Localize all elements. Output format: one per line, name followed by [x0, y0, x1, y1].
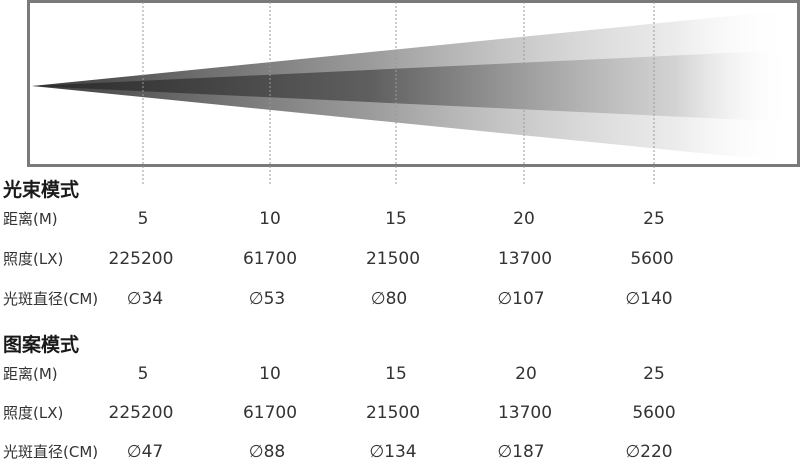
cell-spot-diameter: ∅80	[370, 289, 408, 309]
cell-distance: 15	[385, 209, 407, 229]
cell-illuminance: 225200	[108, 403, 174, 423]
cell-illuminance: 21500	[365, 249, 421, 269]
cell-illuminance: 61700	[242, 249, 298, 269]
cell-distance: 25	[643, 209, 665, 229]
row-label-distance: 距离(M)	[3, 365, 58, 383]
cell-spot-diameter: ∅140	[625, 289, 673, 309]
distance-markers	[142, 2, 655, 186]
cell-distance: 20	[515, 364, 537, 384]
section-title-beam: 光束模式	[3, 179, 80, 201]
row-label-spot-diameter: 光斑直径(CM)	[3, 443, 99, 461]
cell-spot-diameter: ∅47	[126, 442, 164, 462]
cell-illuminance: 13700	[497, 249, 553, 269]
cell-spot-diameter: ∅107	[497, 289, 545, 309]
cell-distance: 25	[643, 364, 665, 384]
cell-illuminance: 61700	[242, 403, 298, 423]
cell-spot-diameter: ∅34	[126, 289, 164, 309]
cell-distance: 15	[385, 364, 407, 384]
cell-illuminance: 13700	[497, 403, 553, 423]
row-label-distance: 距离(M)	[3, 210, 58, 228]
cell-spot-diameter: ∅53	[248, 289, 286, 309]
row-label-spot-diameter: 光斑直径(CM)	[3, 290, 99, 308]
cell-spot-diameter: ∅187	[497, 442, 545, 462]
cell-spot-diameter: ∅220	[625, 442, 673, 462]
cell-spot-diameter: ∅88	[248, 442, 286, 462]
cell-distance: 20	[513, 209, 535, 229]
cell-distance: 5	[137, 209, 149, 229]
row-label-illuminance: 照度(LX)	[3, 250, 64, 268]
section-title-pattern: 图案模式	[3, 334, 80, 356]
row-label-illuminance: 照度(LX)	[3, 404, 64, 422]
cell-distance: 5	[137, 364, 149, 384]
beam-inner-cone	[32, 50, 790, 122]
cell-illuminance: 5600	[632, 403, 676, 423]
cell-illuminance: 225200	[108, 249, 174, 269]
cell-illuminance: 5600	[630, 249, 674, 269]
cell-spot-diameter: ∅134	[369, 442, 417, 462]
cell-illuminance: 21500	[365, 403, 421, 423]
cell-distance: 10	[259, 209, 281, 229]
cell-distance: 10	[259, 364, 281, 384]
